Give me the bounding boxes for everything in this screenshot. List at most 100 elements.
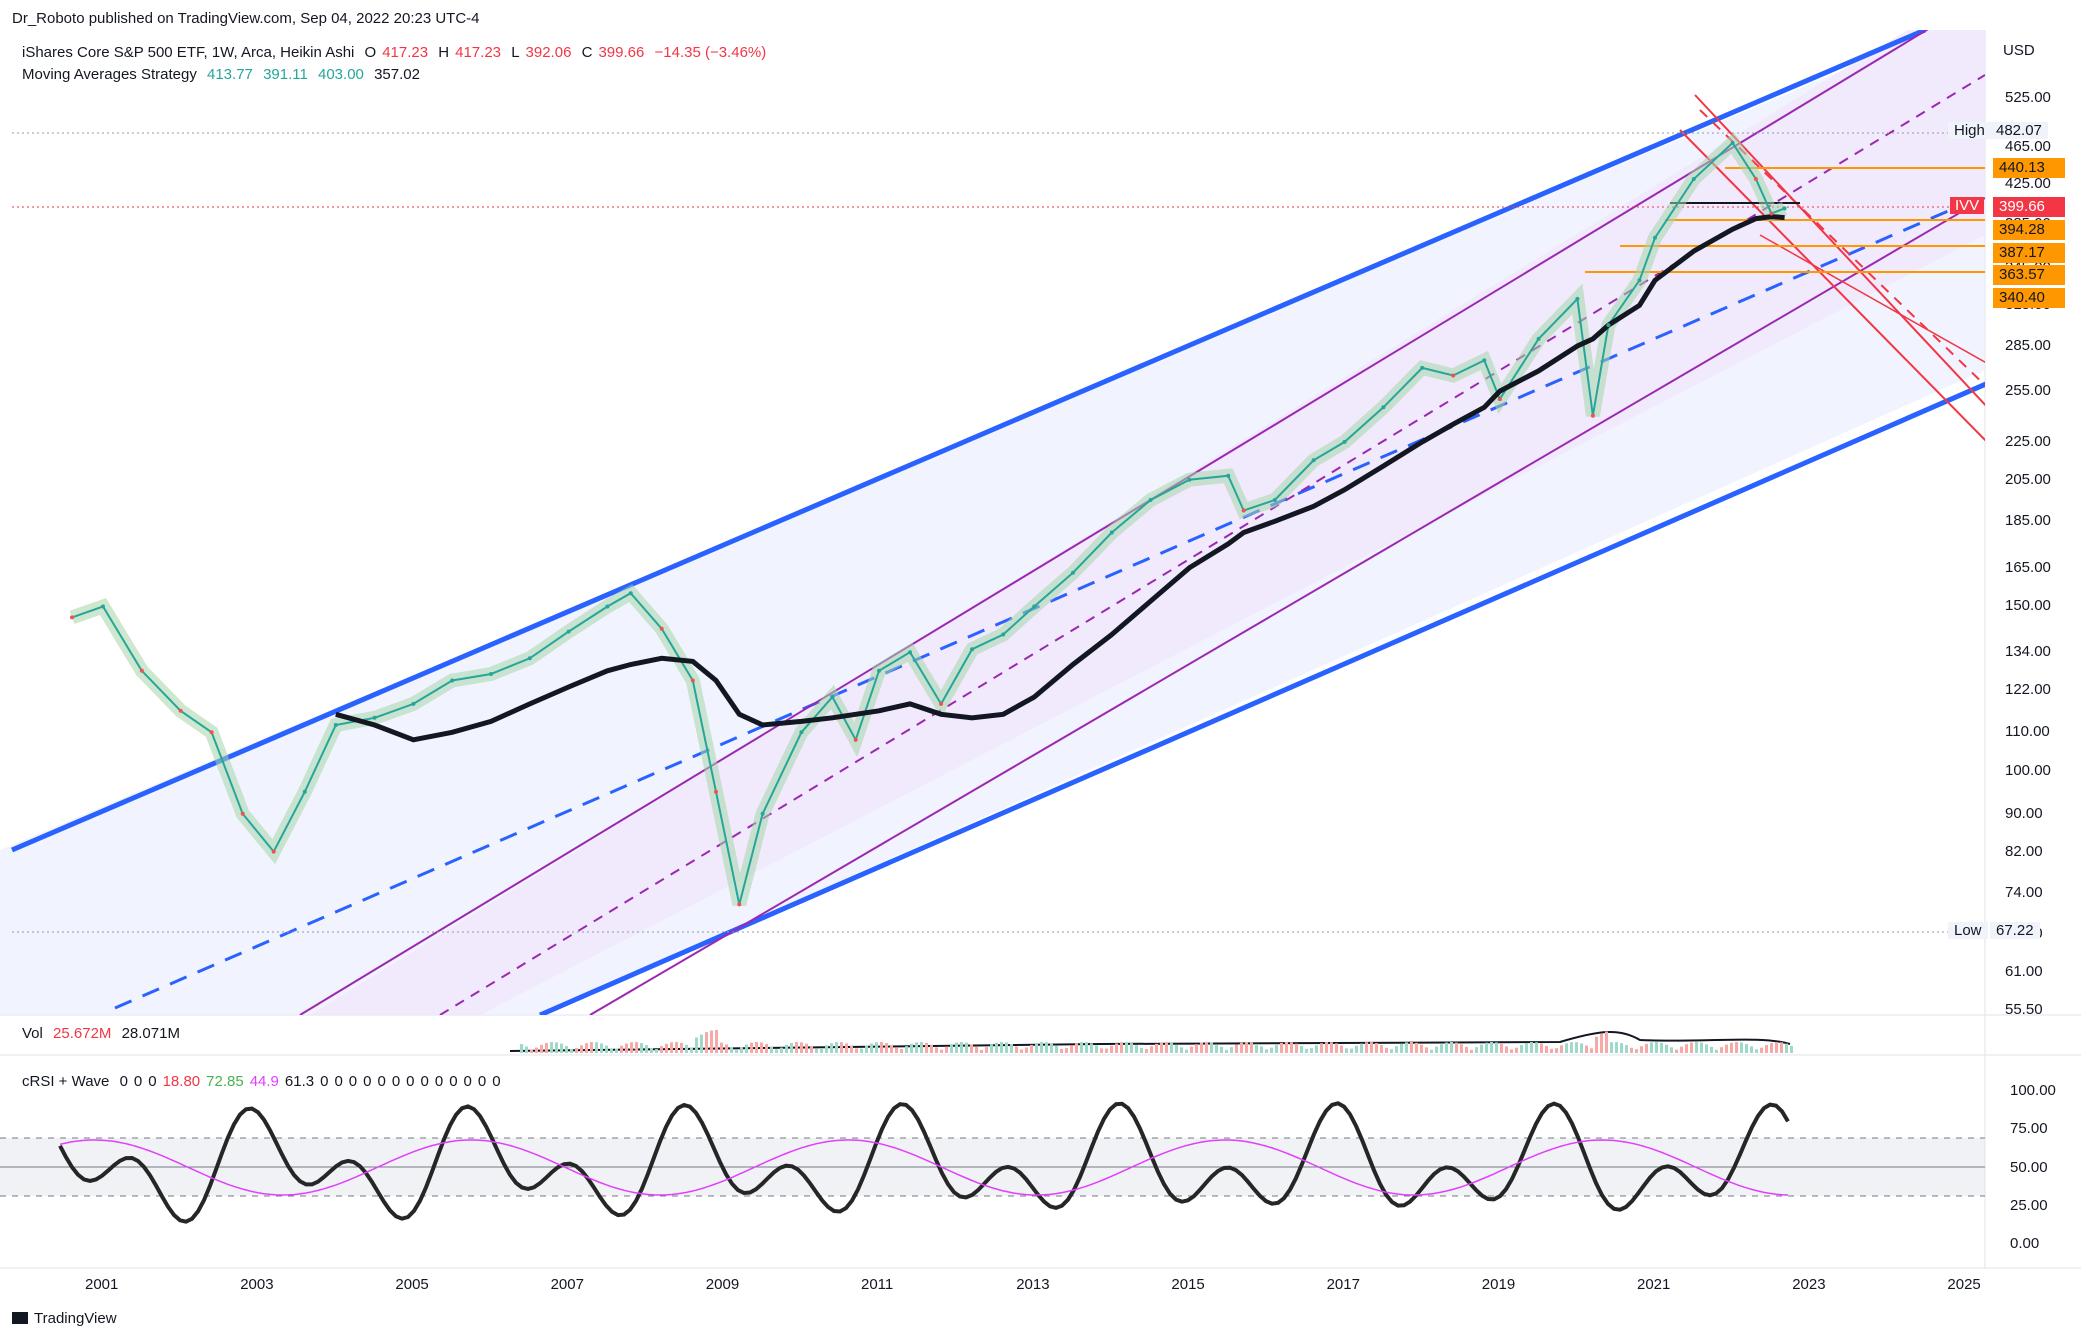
volume-bar bbox=[745, 1044, 748, 1053]
low-label: Low bbox=[1948, 922, 1988, 939]
volume-bar bbox=[610, 1048, 613, 1053]
volume-bar bbox=[925, 1042, 928, 1053]
volume-bar bbox=[950, 1044, 953, 1053]
price-point bbox=[1420, 365, 1425, 370]
published-line: Dr_Roboto published on TradingView.com, … bbox=[12, 10, 480, 27]
volume-bar bbox=[780, 1047, 783, 1053]
price-point bbox=[908, 650, 912, 655]
price-point bbox=[1226, 473, 1231, 478]
volume-bar bbox=[930, 1044, 933, 1053]
price-tick-label: 55.50 bbox=[2005, 1001, 2043, 1018]
volume-bar bbox=[1150, 1046, 1153, 1053]
volume-bar bbox=[620, 1045, 623, 1053]
volume-bar bbox=[1060, 1048, 1063, 1053]
volume-bar bbox=[1005, 1042, 1008, 1053]
volume-bar bbox=[1160, 1042, 1163, 1053]
volume-bar bbox=[955, 1042, 958, 1053]
volume-bar bbox=[1370, 1042, 1373, 1053]
volume-bar bbox=[1750, 1046, 1753, 1053]
price-point bbox=[566, 629, 571, 634]
time-tick-label: 2003 bbox=[240, 1276, 274, 1293]
volume-bar bbox=[680, 1042, 683, 1053]
price-tick-label: 134.00 bbox=[2005, 643, 2051, 661]
price-tick-label: 110.00 bbox=[2005, 723, 2050, 741]
symbol-title: iShares Core S&P 500 ETF, 1W, Arca, Heik… bbox=[22, 44, 355, 61]
price-series-line bbox=[71, 141, 1785, 905]
crsi-signal-line bbox=[59, 1139, 1789, 1196]
crsi-value: 18.80 bbox=[162, 1073, 201, 1090]
volume-bar bbox=[600, 1043, 603, 1053]
price-level-tag: 399.66 bbox=[1993, 197, 2065, 217]
volume-bar bbox=[995, 1042, 998, 1053]
volume-bar bbox=[915, 1042, 918, 1053]
crsi-values: 0 0 0 18.80 72.85 44.9 61.3 0 0 0 0 0 0 0 0 0 0 0 0 0 bbox=[114, 1073, 501, 1090]
blue-channel-upper bbox=[11, 30, 1926, 853]
volume-bar bbox=[1000, 1042, 1003, 1053]
volume-bar bbox=[1050, 1043, 1053, 1053]
ma-label: Moving Averages Strategy bbox=[22, 66, 197, 83]
volume-bar bbox=[1630, 1047, 1633, 1053]
volume-bar bbox=[690, 1047, 693, 1053]
volume-bar bbox=[765, 1044, 768, 1053]
volume-bar bbox=[1240, 1042, 1243, 1053]
crsi-tick-label: 25.00 bbox=[2010, 1196, 2048, 1214]
price-point bbox=[1148, 498, 1153, 502]
volume-bar bbox=[1660, 1042, 1663, 1053]
volume-bar bbox=[1790, 1045, 1793, 1053]
price-point bbox=[1536, 336, 1541, 341]
price-tick-label: 90.00 bbox=[2005, 804, 2043, 822]
red-channel-inner bbox=[1759, 234, 1985, 364]
volume-bar bbox=[1185, 1049, 1188, 1053]
volume-bar bbox=[985, 1047, 988, 1053]
volume-bar bbox=[1505, 1046, 1508, 1053]
volume-bar bbox=[1775, 1042, 1778, 1053]
volume-bar bbox=[885, 1043, 888, 1053]
volume-bar bbox=[880, 1042, 883, 1053]
volume-bar bbox=[755, 1042, 758, 1053]
price-point bbox=[489, 672, 493, 676]
volume-bar bbox=[1120, 1042, 1123, 1053]
red-channel-mid bbox=[1699, 109, 1985, 387]
time-tick-label: 2011 bbox=[861, 1276, 894, 1293]
price-point bbox=[939, 701, 944, 706]
volume-pane bbox=[509, 1030, 1793, 1053]
volume-bar bbox=[1675, 1049, 1678, 1053]
volume-bar bbox=[1145, 1049, 1148, 1053]
volume-bar bbox=[705, 1032, 708, 1053]
price-level-tag: 363.57 bbox=[1993, 265, 2065, 285]
volume-bar bbox=[865, 1045, 868, 1053]
price-tick-label: 165.00 bbox=[2005, 558, 2051, 576]
volume-bar bbox=[1085, 1042, 1088, 1053]
volume-bar bbox=[775, 1049, 778, 1053]
volume-bar bbox=[1300, 1045, 1303, 1053]
volume-bar bbox=[660, 1046, 663, 1053]
price-point bbox=[1451, 373, 1456, 378]
volume-bar bbox=[1350, 1048, 1353, 1053]
volume-bar bbox=[1390, 1049, 1393, 1053]
volume-bar bbox=[595, 1042, 598, 1053]
volume-bar bbox=[990, 1044, 993, 1053]
volume-bar bbox=[1305, 1048, 1308, 1053]
volume-bar bbox=[1615, 1042, 1618, 1053]
price-tick-label: 255.00 bbox=[2005, 382, 2051, 400]
price-point bbox=[659, 626, 664, 631]
price-tick-label: 285.00 bbox=[2005, 336, 2051, 354]
price-point bbox=[1769, 211, 1774, 216]
price-level-tag: 394.28 bbox=[1993, 220, 2065, 240]
volume-bar bbox=[1585, 1045, 1588, 1053]
volume-bar bbox=[1215, 1044, 1218, 1053]
price-point bbox=[1497, 397, 1502, 402]
volume-bar bbox=[1685, 1044, 1688, 1053]
volume-bar bbox=[1230, 1047, 1233, 1053]
volume-bar bbox=[585, 1043, 588, 1053]
price-point bbox=[527, 656, 532, 661]
price-point bbox=[1482, 358, 1487, 363]
volume-bar bbox=[580, 1045, 583, 1053]
volume-bar bbox=[1785, 1043, 1788, 1053]
volume-bar bbox=[855, 1048, 858, 1053]
footer-brand: TradingView bbox=[12, 1310, 117, 1327]
volume-bar bbox=[1610, 1042, 1613, 1053]
time-tick-label: 2017 bbox=[1326, 1276, 1360, 1293]
volume-bar bbox=[845, 1043, 848, 1053]
